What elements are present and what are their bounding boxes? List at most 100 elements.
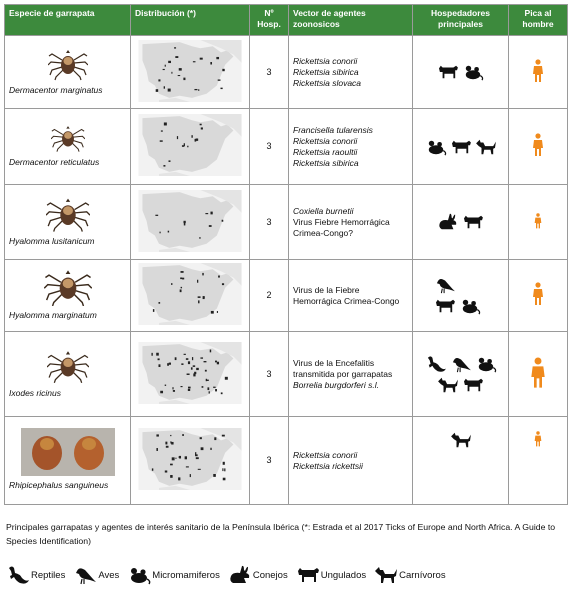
figure-caption: Principales garrapatas y agentes de inte…: [6, 522, 556, 546]
table-row: Hyalomma lusitanicum 3 Coxiella burnetii…: [4, 184, 568, 260]
carnivoros-icon: [374, 565, 398, 585]
hosts-cell: [412, 416, 509, 505]
table-row: Hyalomma marginatum 2 Virus de la Fiebre…: [4, 259, 568, 332]
micromamiferos-icon: [425, 138, 447, 156]
tick-photo: [20, 428, 115, 476]
species-name: Ixodes ricinus: [9, 387, 61, 398]
agent-item: Rickettsia conorii: [293, 55, 358, 66]
header-distribution: Distribución (*): [130, 4, 250, 36]
hosp-count: 3: [249, 184, 289, 260]
ungulados-icon: [296, 565, 320, 585]
carnivoros-icon: [475, 138, 497, 156]
micromamiferos-icon: [127, 565, 151, 585]
conejos-icon: [228, 565, 252, 585]
species-name: Dermacentor marginatus: [9, 84, 103, 95]
species-name: Hyalomma marginatum: [9, 310, 97, 320]
bites-human-cell: [508, 108, 568, 185]
ungulados-icon: [462, 213, 484, 231]
ungulados-icon: [437, 63, 459, 81]
agent-item: Francisella tularensis: [293, 124, 373, 135]
agent-item: Rickettsia sibirica: [293, 66, 359, 77]
tick-photo: [44, 268, 92, 306]
carnivoros-icon: [450, 431, 472, 449]
hosp-count: 3: [249, 108, 289, 185]
agent-item: Virus Fiebre Hemorrágica Crimea-Congo?: [293, 216, 390, 238]
agent-item: Rickettsia raoultii: [293, 146, 358, 157]
ungulados-icon: [450, 138, 472, 156]
species-name: Rhipicephalus sanguineus: [9, 480, 109, 490]
tick-photo: [48, 47, 88, 81]
legend-label: Ungulados: [320, 569, 367, 581]
hosp-count: 3: [249, 416, 289, 505]
agents-cell: Rickettsia conorii Rickettsia sibirica R…: [288, 35, 413, 109]
table-row: Dermacentor reticulatus 3 Francisella tu…: [4, 108, 568, 185]
species-cell: Dermacentor marginatus: [4, 35, 131, 109]
species-name: Dermacentor reticulatus: [9, 157, 100, 167]
distribution-map: [130, 184, 250, 260]
hosp-count: 3: [249, 35, 289, 109]
header-species: Especie de garrapata: [4, 4, 131, 36]
agent-item: Coxiella burnetii: [293, 205, 354, 216]
species-cell: Hyalomma marginatum: [4, 259, 131, 332]
bites-human-cell: [508, 416, 568, 505]
tick-photo: [46, 196, 90, 232]
person-icon: [534, 213, 542, 229]
person-icon: [532, 133, 544, 157]
hosts-cell: [412, 259, 509, 332]
header-hosp: Nº Hosp.: [249, 4, 289, 36]
legend-label: Conejos: [252, 569, 288, 581]
agent-item: Rickettsia rickettsii: [293, 460, 363, 471]
agent-item: Rickettsia sibirica: [293, 157, 359, 168]
agent-item: Rickettsia conorii: [293, 449, 358, 460]
legend-item: Ungulados: [296, 565, 366, 585]
bites-human-cell: [508, 35, 568, 109]
agent-item: Rickettsia conorii: [293, 135, 358, 146]
species-cell: Ixodes ricinus: [4, 331, 131, 417]
reptiles-icon: [425, 355, 447, 373]
header-bites: Pica al hombre: [508, 4, 568, 36]
agent-item: Virus de la Encefalitis transmitida por …: [293, 357, 393, 379]
legend-label: Carnívoros: [399, 569, 446, 581]
species-cell: Hyalomma lusitanicum: [4, 184, 131, 260]
agents-cell: Coxiella burnetii Virus Fiebre Hemorrági…: [288, 184, 413, 260]
hosp-count: 2: [249, 259, 289, 332]
legend-label: Aves: [98, 569, 120, 581]
species-cell: Rhipicephalus sanguineus: [4, 416, 131, 505]
legend-item: Micromamiferos: [127, 565, 220, 585]
person-icon: [532, 282, 544, 306]
hosts-cell: [412, 35, 509, 109]
agents-cell: Virus de la Encefalitis transmitida por …: [288, 331, 413, 417]
ungulados-icon: [434, 297, 456, 315]
legend-label: Micromamiferos: [152, 569, 220, 581]
micromamiferos-icon: [462, 63, 484, 81]
species-cell: Dermacentor reticulatus: [4, 108, 131, 185]
bites-human-cell: [508, 331, 568, 417]
agents-cell: Virus de la Fiebre Hemorrágica Crimea-Co…: [288, 259, 413, 332]
header-agents: Vector de agentes zoonosicos: [288, 4, 413, 36]
agents-cell: Rickettsia conorii Rickettsia rickettsii: [288, 416, 413, 505]
hosp-count: 3: [249, 331, 289, 417]
agent-item: Borrelia burgdorferi s.l.: [293, 379, 379, 390]
tick-photo: [51, 123, 85, 153]
bites-human-cell: [508, 259, 568, 332]
hosts-legend: Reptiles Aves Micromamiferos Conejos Ung…: [6, 562, 566, 588]
distribution-map: [130, 416, 250, 505]
carnivoros-icon: [437, 376, 459, 394]
ungulados-icon: [462, 376, 484, 394]
agent-item: Virus de la Fiebre Hemorrágica Crimea-Co…: [293, 284, 400, 306]
legend-item: Conejos: [228, 565, 288, 585]
hosts-cell: [412, 184, 509, 260]
ticks-table: Especie de garrapata Distribución (*) Nº…: [4, 4, 568, 505]
agents-cell: Francisella tularensis Rickettsia conori…: [288, 108, 413, 185]
distribution-map: [130, 108, 250, 185]
distribution-map: [130, 35, 250, 109]
hosts-cell: [412, 331, 509, 417]
micromamiferos-icon: [475, 355, 497, 373]
bites-human-cell: [508, 184, 568, 260]
distribution-map: [130, 259, 250, 332]
legend-label: Reptiles: [31, 569, 66, 581]
person-icon: [532, 59, 544, 83]
distribution-map: [130, 331, 250, 417]
reptiles-icon: [6, 565, 30, 585]
legend-item: Aves: [73, 565, 119, 585]
